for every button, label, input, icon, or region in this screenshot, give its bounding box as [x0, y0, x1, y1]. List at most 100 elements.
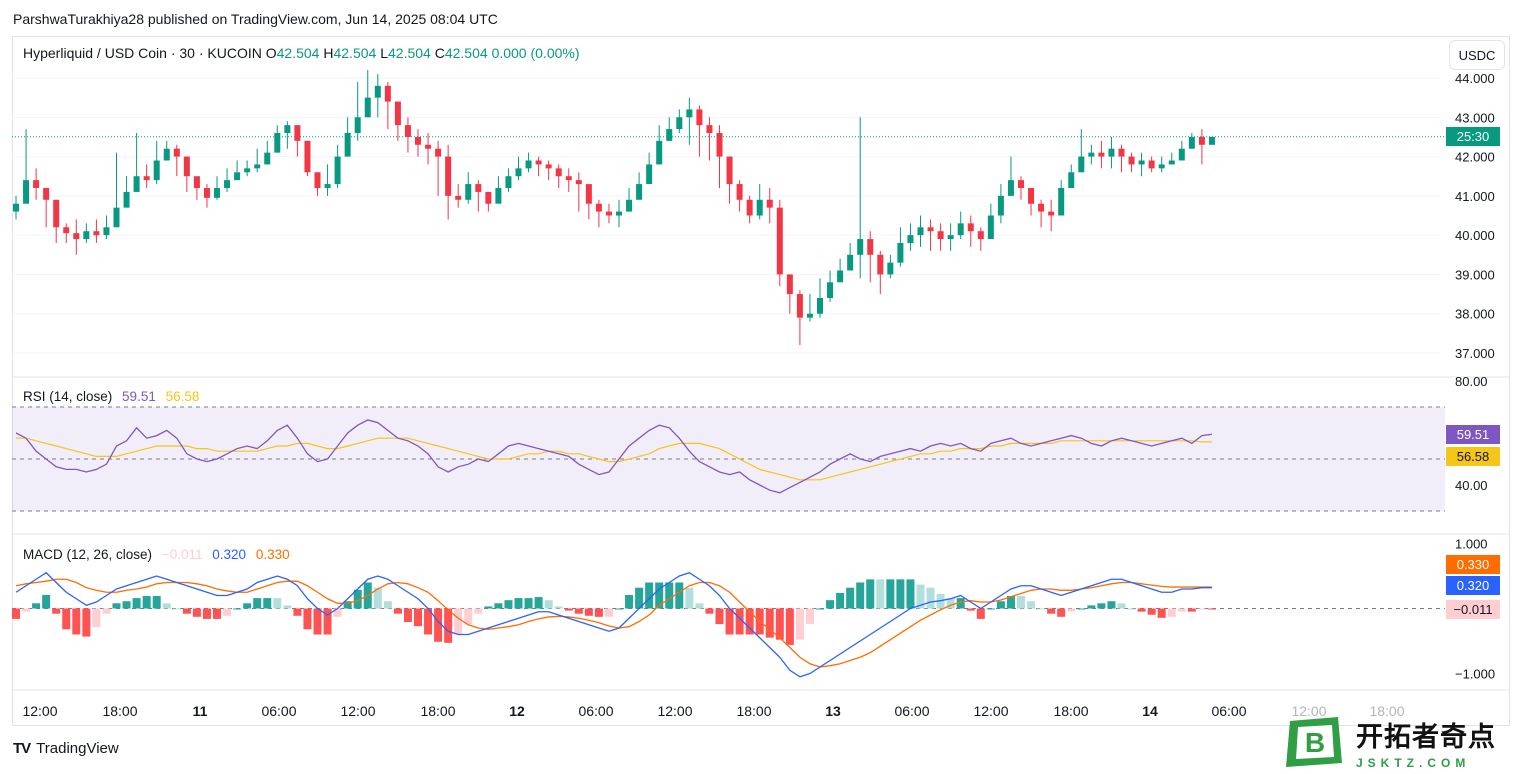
time-axis-tick: 12:00 — [657, 703, 692, 719]
candle-body — [907, 235, 914, 243]
candle-body — [344, 133, 351, 157]
candle-body — [43, 188, 50, 200]
symbol-legend: Hyperliquid / USD Coin · 30 · KUCOIN O42… — [23, 45, 580, 61]
candle-body — [173, 148, 180, 157]
macd-histogram-bar — [615, 608, 623, 610]
macd-histogram-bar — [172, 608, 181, 610]
macd-histogram-bar — [223, 608, 232, 616]
candle-body — [495, 188, 502, 204]
candle-body — [13, 203, 19, 212]
candle-body — [535, 160, 542, 165]
macd-line — [15, 571, 1212, 678]
macd-label: MACD (12, 26, close) — [23, 547, 153, 562]
macd-hist-value: −0.011 — [161, 547, 203, 562]
macd-histogram-bar — [775, 608, 784, 640]
macd-histogram-bar — [574, 608, 583, 614]
macd-histogram-bar — [182, 608, 191, 614]
macd-histogram-bar — [715, 608, 724, 625]
candle-body — [706, 125, 713, 133]
candle-body — [415, 136, 421, 145]
macd-histogram-bar — [263, 598, 272, 609]
time-axis-tick: 18:00 — [102, 703, 137, 719]
time-axis: 12:00 18:00 11 06:00 12:00 18:00 12 06:00 12:00 1… — [12, 689, 1510, 719]
macd-histogram-bar — [494, 603, 503, 609]
candle-body — [877, 254, 884, 275]
chart-frame[interactable] — [12, 36, 1510, 726]
macd-histogram-bar — [393, 608, 402, 614]
macd-histogram-bar — [1187, 608, 1196, 612]
candle-body — [977, 231, 984, 240]
macd-histogram-bar — [1137, 608, 1146, 612]
macd-histogram-bar — [92, 608, 101, 628]
candle-body — [33, 180, 40, 188]
candle-body — [786, 274, 793, 295]
candle-body — [163, 148, 170, 161]
candle-body — [143, 176, 150, 181]
candle-body — [867, 239, 874, 255]
candle-body — [937, 231, 944, 240]
macd-histogram-bar — [534, 597, 543, 609]
candle-body — [63, 227, 70, 234]
macd-histogram-bar — [685, 587, 694, 609]
macd-histogram-bar — [1077, 608, 1086, 610]
price-axis-tick: 38.000 — [1455, 307, 1495, 322]
macd-histogram-bar — [946, 598, 955, 609]
macd-histogram-bar — [645, 582, 654, 609]
macd-histogram-bar — [484, 606, 493, 609]
macd-histogram-bar — [1097, 603, 1106, 609]
macd-histogram-bar — [976, 608, 985, 619]
watermark-title: 开拓者奇点 — [1356, 721, 1496, 753]
rsi-axis-tick: 80.00 — [1455, 374, 1488, 389]
macd-histogram-bar — [1087, 605, 1096, 609]
macd-histogram-bar — [152, 596, 161, 609]
candle-body — [53, 199, 60, 228]
macd-histogram-bar — [705, 608, 714, 614]
candle-body — [987, 215, 994, 240]
candle-body — [123, 191, 130, 208]
macd-histogram-bar — [313, 608, 322, 635]
macd-histogram-bar — [906, 579, 915, 609]
candle-body — [183, 156, 190, 177]
time-axis-tick: 12:00 — [340, 703, 375, 719]
macd-histogram-bar — [293, 608, 302, 616]
macd-histogram-bar — [52, 608, 61, 614]
candle-body — [425, 144, 432, 149]
rsi-legend: RSI (14, close) 59.51 56.58 — [23, 389, 199, 404]
candle-body — [324, 184, 331, 188]
watermark-badge-icon: B — [1282, 715, 1344, 769]
price-axis-tick: 37.000 — [1455, 346, 1495, 361]
candle-body — [947, 235, 954, 240]
candle-body — [1018, 180, 1024, 188]
macd-histogram-bar — [1057, 608, 1066, 617]
candle-body — [686, 109, 693, 118]
tradingview-logo-icon: TV — [13, 740, 31, 757]
time-axis-tick: 12:00 — [1291, 703, 1326, 719]
candle-body — [776, 207, 783, 275]
macd-histogram-bar — [192, 608, 201, 617]
candle-body — [837, 270, 844, 283]
time-axis-tick: 06:00 — [894, 703, 929, 719]
macd-histogram-bar — [1037, 608, 1046, 610]
price-axis-tick: 43.000 — [1455, 110, 1495, 125]
candle-body — [394, 101, 401, 126]
candle-body — [384, 85, 391, 102]
macd-histogram-bar — [916, 584, 925, 609]
time-axis-tick: 14 — [1142, 703, 1158, 719]
macd-histogram-bar — [986, 608, 995, 610]
macd-histogram-bar — [1027, 601, 1036, 609]
macd-histogram-bar — [333, 608, 342, 617]
currency-button[interactable]: USDC — [1449, 40, 1505, 70]
tradingview-logo[interactable]: TV TradingView — [13, 740, 119, 757]
time-axis-tick: 13 — [825, 703, 841, 719]
macd-histogram-bar — [283, 605, 292, 609]
macd-histogram-bar — [454, 608, 463, 635]
candle-body — [364, 97, 371, 118]
macd-histogram-bar — [1207, 608, 1216, 610]
time-axis-tick: 12:00 — [22, 703, 57, 719]
candle-body — [997, 195, 1004, 216]
macd-histogram-bar — [745, 608, 754, 635]
candle-body — [475, 184, 482, 192]
macd-histogram-bar — [816, 608, 824, 610]
macd-histogram-bar — [966, 608, 975, 611]
